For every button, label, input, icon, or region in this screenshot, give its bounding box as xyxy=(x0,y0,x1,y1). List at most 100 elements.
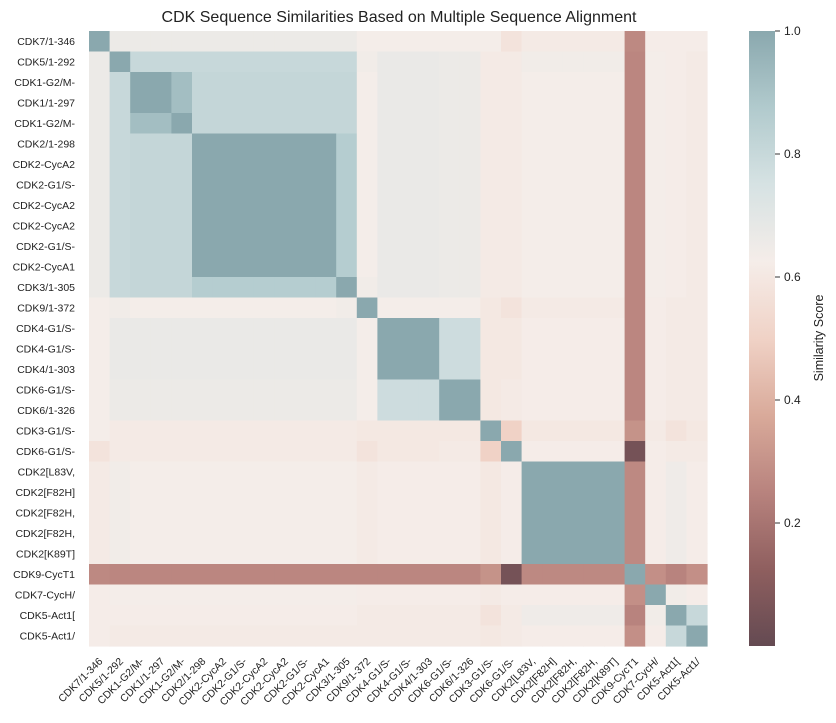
heatmap-cell xyxy=(171,420,193,442)
heatmap-cell xyxy=(604,523,626,545)
heatmap-cell xyxy=(624,72,646,94)
heatmap-cell xyxy=(439,318,461,340)
heatmap-cell xyxy=(274,92,296,114)
heatmap-cell xyxy=(583,236,605,258)
heatmap-cell xyxy=(398,461,420,483)
heatmap-cell xyxy=(645,338,667,360)
heatmap-cell xyxy=(562,482,584,504)
heatmap-cell xyxy=(150,297,172,319)
heatmap-cell xyxy=(212,482,234,504)
heatmap-cell xyxy=(253,72,275,94)
heatmap-cell xyxy=(109,564,131,586)
heatmap-cell xyxy=(501,625,523,647)
heatmap-cell xyxy=(665,605,687,627)
heatmap-cell xyxy=(89,277,111,299)
heatmap-cell xyxy=(192,318,214,340)
heatmap-cell xyxy=(542,543,564,565)
heatmap-cell xyxy=(253,113,275,135)
heatmap-cell xyxy=(295,584,317,606)
heatmap-cell xyxy=(604,543,626,565)
heatmap-cell xyxy=(315,564,337,586)
heatmap-cell xyxy=(418,236,440,258)
heatmap-cell xyxy=(665,236,687,258)
heatmap-cell xyxy=(624,297,646,319)
heatmap-cell xyxy=(171,584,193,606)
heatmap-cell xyxy=(109,318,131,340)
heatmap-cell xyxy=(645,605,667,627)
heatmap-cell xyxy=(377,420,399,442)
heatmap-cell xyxy=(562,564,584,586)
heatmap-cell xyxy=(418,51,440,73)
heatmap-cell xyxy=(562,502,584,524)
heatmap-cell xyxy=(583,338,605,360)
heatmap-cell xyxy=(253,256,275,278)
heatmap-cell xyxy=(501,113,523,135)
heatmap-cell xyxy=(295,564,317,586)
heatmap-cell xyxy=(418,523,440,545)
heatmap-cell xyxy=(439,359,461,381)
heatmap-cell xyxy=(439,564,461,586)
heatmap-cell xyxy=(89,461,111,483)
heatmap-cell xyxy=(192,400,214,422)
colorbar-label: Similarity Score xyxy=(812,295,826,382)
heatmap-cell xyxy=(665,277,687,299)
heatmap-cell xyxy=(645,318,667,340)
heatmap-cell xyxy=(480,502,502,524)
heatmap-cell xyxy=(233,215,255,237)
heatmap-cell xyxy=(645,92,667,114)
heatmap-cell xyxy=(583,133,605,155)
heatmap-cell xyxy=(583,564,605,586)
heatmap-cell xyxy=(624,461,646,483)
heatmap-cell xyxy=(583,92,605,114)
heatmap-cell xyxy=(212,72,234,94)
heatmap-cell xyxy=(212,113,234,135)
heatmap-cell xyxy=(439,523,461,545)
heatmap-cell xyxy=(521,420,543,442)
heatmap-cell xyxy=(274,441,296,463)
heatmap-cell xyxy=(377,338,399,360)
heatmap-cell xyxy=(233,72,255,94)
heatmap-cell xyxy=(295,31,317,53)
heatmap-cell xyxy=(501,564,523,586)
heatmap-cell xyxy=(686,338,708,360)
heatmap-cell xyxy=(377,605,399,627)
heatmap-cell xyxy=(130,420,152,442)
heatmap-cell xyxy=(459,154,481,176)
heatmap-cell xyxy=(109,51,131,73)
heatmap-cell xyxy=(356,420,378,442)
heatmap-cell xyxy=(295,51,317,73)
heatmap-cell xyxy=(171,31,193,53)
heatmap-cell xyxy=(439,543,461,565)
heatmap-cell xyxy=(583,461,605,483)
heatmap-cell xyxy=(398,502,420,524)
heatmap-cell xyxy=(336,441,358,463)
heatmap-cell xyxy=(89,256,111,278)
heatmap-cell xyxy=(624,113,646,135)
heatmap-cell xyxy=(192,154,214,176)
heatmap-cell xyxy=(686,482,708,504)
heatmap-cell xyxy=(109,502,131,524)
heatmap-cell xyxy=(645,379,667,401)
heatmap-cell xyxy=(253,502,275,524)
heatmap-cell xyxy=(150,31,172,53)
heatmap-cell xyxy=(542,564,564,586)
heatmap-cell xyxy=(398,441,420,463)
y-tick-label: CDK2-CycA2 xyxy=(13,220,76,232)
heatmap-cell xyxy=(583,31,605,53)
heatmap-cell xyxy=(665,482,687,504)
heatmap-cell xyxy=(604,256,626,278)
heatmap-cell xyxy=(274,482,296,504)
heatmap-cell xyxy=(130,359,152,381)
heatmap-cell xyxy=(624,564,646,586)
heatmap-cell xyxy=(521,543,543,565)
heatmap-cell xyxy=(150,461,172,483)
heatmap-cell xyxy=(233,236,255,258)
heatmap-cell xyxy=(604,502,626,524)
heatmap-cell xyxy=(398,338,420,360)
heatmap-cell xyxy=(150,605,172,627)
heatmap-cell xyxy=(665,625,687,647)
heatmap-cell xyxy=(336,420,358,442)
heatmap-cell xyxy=(521,441,543,463)
heatmap-cell xyxy=(150,625,172,647)
heatmap-cell xyxy=(356,523,378,545)
